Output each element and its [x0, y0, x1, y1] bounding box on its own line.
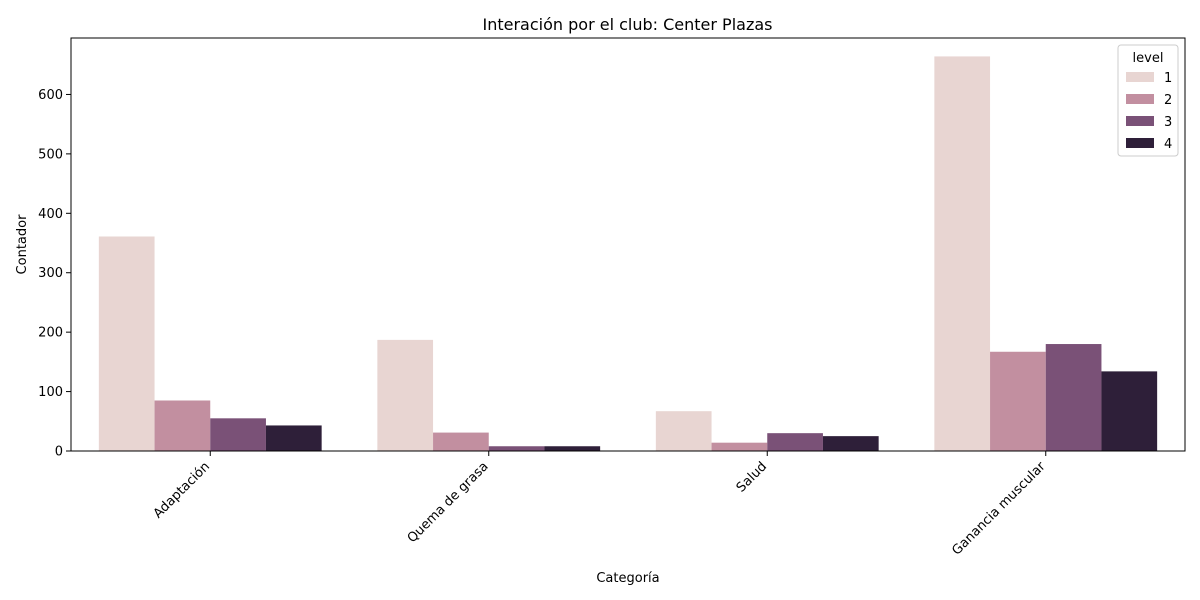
bar-level-1-cat-0 [98, 236, 155, 451]
x-tick-label: Adaptación [151, 459, 213, 521]
x-tick-label: Quema de grasa [405, 459, 492, 546]
x-axis-title: Categoría [596, 571, 659, 586]
legend-swatch-4 [1126, 138, 1154, 148]
bar-level-3-cat-3 [1045, 344, 1102, 451]
legend-swatch-1 [1126, 72, 1154, 82]
bar-level-3-cat-0 [210, 418, 266, 451]
chart-title: Interación por el club: Center Plazas [483, 15, 773, 34]
bar-level-3-cat-2 [767, 433, 823, 451]
y-axis: 0 100 200 300 400 500 600 [38, 88, 71, 460]
bar-level-2-cat-2 [711, 442, 768, 451]
legend-swatch-3 [1126, 116, 1154, 126]
bar-level-4-cat-3 [1101, 371, 1158, 451]
y-tick-label: 300 [38, 266, 63, 281]
legend-label-4: 4 [1164, 137, 1172, 152]
legend-label-2: 2 [1164, 93, 1172, 108]
bar-level-1-cat-2 [655, 411, 712, 451]
bar-level-3-cat-1 [488, 446, 545, 451]
y-tick-label: 100 [38, 385, 63, 400]
bar-level-4-cat-0 [265, 425, 322, 451]
bar-level-4-cat-2 [822, 436, 879, 451]
bar-level-2-cat-1 [433, 432, 489, 451]
legend-label-1: 1 [1164, 71, 1172, 86]
x-tick-label: Salud [734, 459, 770, 495]
bar-level-4-cat-1 [544, 446, 601, 451]
y-tick-label: 500 [38, 147, 63, 162]
bar-level-1-cat-3 [934, 56, 991, 452]
bar-level-2-cat-0 [154, 400, 211, 451]
y-axis-title: Contador [15, 214, 30, 275]
y-tick-label: 0 [55, 445, 63, 460]
x-axis: Adaptación Quema de grasa Salud Ganancia mu… [151, 451, 1049, 558]
x-tick-label: Ganancia muscular [949, 459, 1049, 559]
plot-frame [70, 37, 1186, 452]
bar-level-2-cat-3 [990, 351, 1046, 451]
y-tick-label: 600 [38, 88, 63, 103]
legend-swatch-2 [1126, 94, 1154, 104]
y-tick-label: 400 [38, 207, 63, 222]
bar-level-1-cat-1 [377, 339, 434, 451]
bars-group [98, 56, 1158, 452]
legend-title: level [1133, 51, 1164, 66]
y-tick-label: 200 [38, 326, 63, 341]
legend-label-3: 3 [1164, 115, 1172, 130]
